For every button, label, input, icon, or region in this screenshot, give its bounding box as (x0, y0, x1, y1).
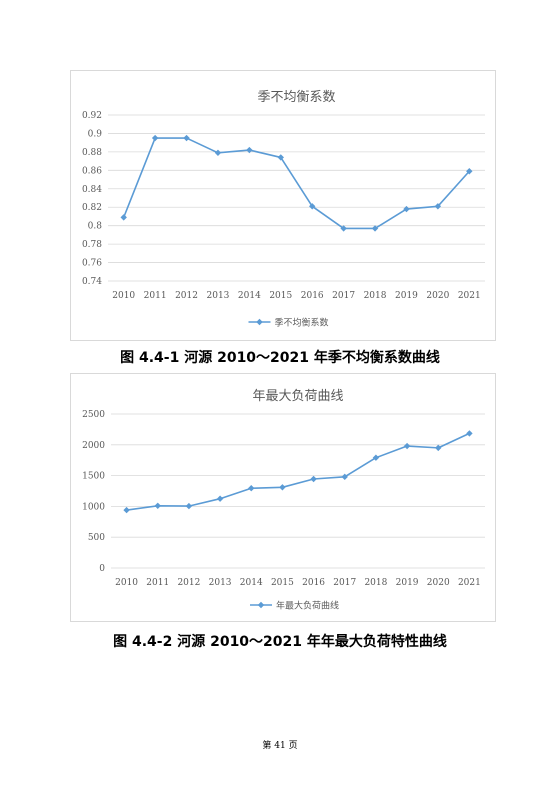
y-tick-label: 0 (99, 564, 105, 574)
figure-caption-1: 图 4.4-1 河源 2010～2021 年季不均衡系数曲线 (120, 350, 440, 366)
annual-max-load-chart-svg: 年最大负荷曲线 0 500 1000 1500 2000 2500 2010 2011 2012 2… (82, 389, 485, 612)
x-tick-label: 2020 (427, 578, 450, 588)
x-tick-label: 2013 (209, 578, 232, 588)
y-tick-label: 0.92 (82, 111, 102, 121)
x-tick-label: 2011 (144, 291, 167, 301)
data-point-marker (246, 146, 253, 154)
legend-label: 季不均衡系数 (275, 317, 329, 329)
x-tick-label: 2012 (175, 291, 198, 301)
y-tick-label: 1500 (82, 472, 105, 482)
x-tick-label: 2019 (395, 291, 418, 301)
x-tick-label: 2019 (396, 578, 419, 588)
data-point-marker (434, 203, 442, 210)
x-tick-label: 2016 (301, 291, 324, 301)
data-point-marker (151, 134, 159, 142)
data-point-marker (403, 205, 410, 213)
series-line (126, 432, 470, 511)
chart-title: 季不均衡系数 (257, 90, 335, 105)
data-point-marker (371, 225, 379, 232)
y-tick-label: 0.86 (82, 166, 102, 176)
x-tick-label: 2017 (333, 578, 356, 588)
y-tick-label: 0.88 (82, 148, 102, 158)
y-tick-label: 2000 (82, 441, 105, 451)
page-number: 第 41 页 (262, 741, 298, 751)
data-point-marker (435, 444, 442, 452)
y-tick-label: 0.74 (82, 277, 102, 287)
data-point-marker (340, 225, 347, 232)
data-point-marker (248, 485, 255, 492)
y-tick-label: 0.78 (82, 240, 102, 250)
seasonal-imbalance-chart-svg: 季不均衡系数 0.74 0.76 0.78 0.8 0.82 0.84 0.86 0.88 0.9… (82, 90, 485, 329)
legend-marker (257, 601, 265, 609)
y-tick-label: 0.9 (88, 129, 103, 139)
data-point-marker (279, 484, 286, 491)
data-point-marker (185, 502, 193, 510)
y-tick-label: 0.84 (82, 185, 102, 195)
x-tick-label: 2021 (458, 291, 481, 301)
y-tick-label: 500 (88, 533, 105, 543)
data-point-marker (120, 214, 127, 221)
legend-label: 年最大负荷曲线 (276, 600, 339, 612)
x-tick-label: 2015 (271, 578, 294, 588)
y-tick-label: 1000 (82, 502, 105, 512)
data-point-marker (403, 442, 411, 450)
x-tick-label: 2015 (269, 291, 292, 301)
x-tick-label: 2013 (207, 291, 230, 301)
x-tick-label: 2014 (240, 578, 263, 588)
x-tick-label: 2010 (112, 291, 135, 301)
y-tick-label: 0.8 (88, 222, 103, 232)
data-point-marker (466, 168, 473, 175)
figure-caption-2: 图 4.4-2 河源 2010～2021 年年最大负荷特性曲线 (113, 634, 447, 650)
seasonal-imbalance-chart: 季不均衡系数 0.74 0.76 0.78 0.8 0.82 0.84 0.86 0.88 0.9… (70, 70, 496, 341)
x-tick-label: 2016 (302, 578, 325, 588)
annual-max-load-chart: 年最大负荷曲线 0 500 1000 1500 2000 2500 2010 2011 2012 2… (70, 373, 496, 622)
y-tick-label: 2500 (82, 410, 105, 420)
chart-title: 年最大负荷曲线 (252, 389, 343, 404)
data-point-marker (154, 502, 161, 509)
data-point-marker (466, 430, 473, 437)
legend-marker (256, 318, 263, 326)
x-tick-label: 2011 (146, 578, 169, 588)
y-tick-label: 0.76 (82, 259, 102, 269)
x-tick-label: 2021 (458, 578, 481, 588)
data-point-marker (123, 506, 130, 514)
data-point-marker (214, 149, 222, 157)
x-tick-label: 2018 (364, 578, 387, 588)
x-tick-label: 2010 (115, 578, 138, 588)
series-line (122, 137, 470, 230)
x-tick-label: 2014 (238, 291, 261, 301)
data-point-marker (372, 454, 380, 461)
x-tick-label: 2018 (364, 291, 387, 301)
x-tick-label: 2012 (177, 578, 200, 588)
y-tick-label: 0.82 (82, 203, 102, 213)
data-point-marker (216, 495, 224, 502)
x-tick-label: 2020 (426, 291, 449, 301)
data-point-marker (310, 475, 317, 483)
data-point-marker (277, 154, 284, 161)
data-point-marker (183, 134, 190, 142)
x-tick-label: 2017 (332, 291, 355, 301)
data-point-marker (309, 203, 316, 210)
